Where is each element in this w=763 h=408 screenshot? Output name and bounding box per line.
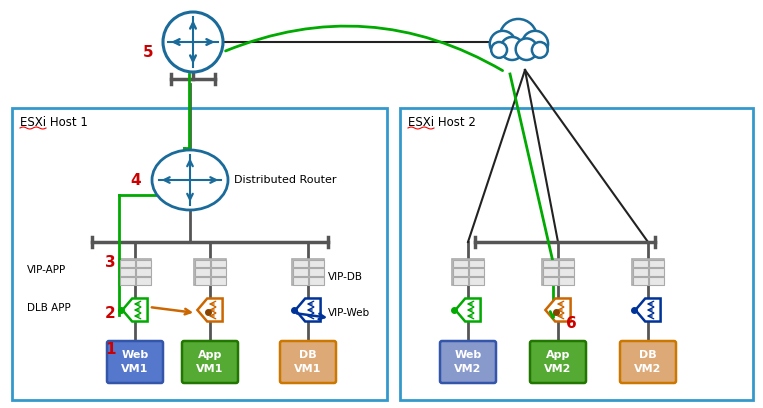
FancyBboxPatch shape — [292, 259, 307, 267]
Ellipse shape — [152, 150, 228, 210]
Text: VM2: VM2 — [454, 364, 481, 374]
Text: Web: Web — [121, 350, 149, 360]
FancyBboxPatch shape — [542, 259, 558, 267]
FancyBboxPatch shape — [633, 259, 648, 267]
Text: 2: 2 — [105, 306, 116, 321]
FancyBboxPatch shape — [530, 341, 586, 383]
FancyBboxPatch shape — [632, 259, 664, 285]
Text: Distributed Router: Distributed Router — [234, 175, 336, 185]
FancyBboxPatch shape — [119, 259, 151, 285]
Text: VM1: VM1 — [196, 364, 224, 374]
FancyBboxPatch shape — [308, 277, 324, 284]
FancyBboxPatch shape — [452, 277, 468, 284]
Text: VM1: VM1 — [121, 364, 149, 374]
Circle shape — [491, 42, 507, 58]
Circle shape — [501, 37, 523, 60]
FancyBboxPatch shape — [211, 277, 226, 284]
FancyBboxPatch shape — [633, 277, 648, 284]
FancyBboxPatch shape — [182, 341, 238, 383]
Circle shape — [532, 42, 548, 58]
FancyBboxPatch shape — [468, 268, 484, 276]
Polygon shape — [122, 299, 147, 322]
FancyBboxPatch shape — [452, 259, 468, 267]
Circle shape — [522, 31, 548, 57]
FancyBboxPatch shape — [440, 341, 496, 383]
FancyBboxPatch shape — [649, 268, 664, 276]
Text: VIP-Web: VIP-Web — [328, 308, 370, 318]
FancyBboxPatch shape — [292, 259, 324, 285]
FancyBboxPatch shape — [633, 268, 648, 276]
FancyBboxPatch shape — [12, 108, 387, 400]
Circle shape — [490, 31, 516, 57]
FancyBboxPatch shape — [649, 259, 664, 267]
Text: VIP-DB: VIP-DB — [328, 272, 363, 282]
FancyBboxPatch shape — [542, 259, 574, 285]
FancyBboxPatch shape — [107, 341, 163, 383]
FancyBboxPatch shape — [211, 259, 226, 267]
Polygon shape — [295, 299, 320, 322]
FancyBboxPatch shape — [308, 268, 324, 276]
FancyBboxPatch shape — [559, 277, 574, 284]
FancyBboxPatch shape — [120, 277, 134, 284]
Circle shape — [516, 38, 537, 60]
FancyBboxPatch shape — [292, 277, 307, 284]
Text: 6: 6 — [566, 316, 577, 331]
FancyBboxPatch shape — [120, 268, 134, 276]
FancyBboxPatch shape — [211, 268, 226, 276]
FancyBboxPatch shape — [136, 268, 150, 276]
FancyBboxPatch shape — [400, 108, 753, 400]
FancyBboxPatch shape — [542, 268, 558, 276]
FancyBboxPatch shape — [280, 341, 336, 383]
Circle shape — [500, 19, 537, 56]
FancyBboxPatch shape — [649, 277, 664, 284]
FancyBboxPatch shape — [136, 277, 150, 284]
Polygon shape — [456, 299, 481, 322]
FancyBboxPatch shape — [195, 268, 210, 276]
Text: App: App — [546, 350, 570, 360]
Text: DLB APP: DLB APP — [27, 303, 71, 313]
Text: DB: DB — [299, 350, 317, 360]
Text: VM1: VM1 — [295, 364, 322, 374]
FancyBboxPatch shape — [120, 259, 134, 267]
FancyBboxPatch shape — [195, 259, 210, 267]
FancyBboxPatch shape — [195, 277, 210, 284]
Circle shape — [163, 12, 223, 72]
FancyBboxPatch shape — [136, 259, 150, 267]
Text: VM2: VM2 — [634, 364, 662, 374]
Polygon shape — [636, 299, 661, 322]
Text: 5: 5 — [143, 45, 153, 60]
FancyBboxPatch shape — [468, 277, 484, 284]
FancyBboxPatch shape — [292, 268, 307, 276]
Text: DB: DB — [639, 350, 657, 360]
FancyBboxPatch shape — [308, 259, 324, 267]
Text: 1: 1 — [105, 342, 115, 357]
Text: ESXi Host 1: ESXi Host 1 — [20, 116, 88, 129]
FancyBboxPatch shape — [542, 277, 558, 284]
FancyBboxPatch shape — [620, 341, 676, 383]
Text: 4: 4 — [130, 173, 140, 188]
Text: App: App — [198, 350, 222, 360]
FancyBboxPatch shape — [468, 259, 484, 267]
FancyBboxPatch shape — [452, 268, 468, 276]
FancyBboxPatch shape — [194, 259, 226, 285]
Text: VM2: VM2 — [544, 364, 571, 374]
FancyBboxPatch shape — [559, 268, 574, 276]
Text: 3: 3 — [105, 255, 116, 270]
Text: Web: Web — [455, 350, 481, 360]
Text: VIP-APP: VIP-APP — [27, 265, 66, 275]
Polygon shape — [546, 299, 571, 322]
FancyBboxPatch shape — [452, 259, 484, 285]
FancyBboxPatch shape — [559, 259, 574, 267]
Polygon shape — [198, 299, 223, 322]
Text: ESXi Host 2: ESXi Host 2 — [408, 116, 476, 129]
